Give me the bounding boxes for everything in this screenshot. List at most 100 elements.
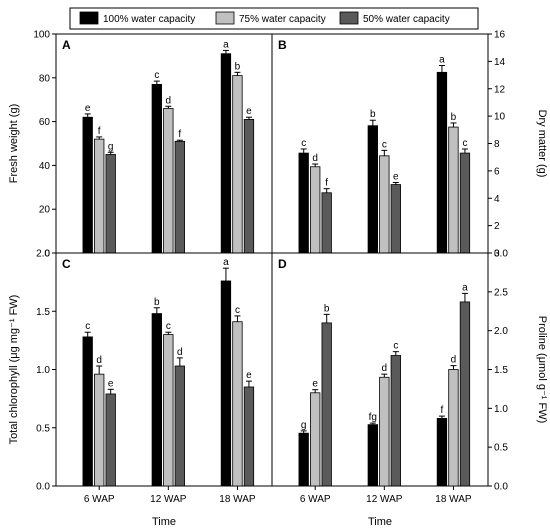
y-tick-label: 8 [494, 139, 500, 150]
legend-swatch [79, 11, 99, 25]
y-tick-label: 3.0 [494, 249, 508, 260]
y-axis-label: Proline (μmol g⁻¹ FW) [536, 316, 548, 424]
bar [220, 53, 232, 254]
bar [310, 392, 321, 487]
x-tick-label: 12 WAP [150, 494, 187, 505]
y-tick-label: 2.5 [494, 287, 508, 298]
y-tick-label: 0 [44, 249, 50, 260]
bar [220, 280, 232, 487]
bar [321, 192, 332, 254]
legend-entry: 75% water capacity [215, 11, 326, 25]
significance-letter: e [393, 172, 399, 183]
legend: 100% water capacity 75% water capacity 50%… [69, 7, 479, 30]
y-tick-label: 2 [494, 221, 500, 232]
y-tick-label: 16 [494, 30, 506, 41]
bar [243, 386, 255, 487]
significance-letter: b [154, 297, 160, 308]
y-tick-label: 1.0 [494, 404, 508, 415]
significance-letter: b [370, 109, 376, 120]
bar [232, 321, 243, 487]
panel-letter: A [62, 38, 71, 52]
significance-letter: e [246, 370, 252, 381]
panel-D: D 0.0 0.5 1.0 1.5 2.0 2.5 3.0 Proline (μmol g⁻¹ … [271, 249, 548, 528]
significance-letter: c [393, 341, 398, 352]
bar [94, 138, 105, 254]
significance-letter: e [108, 378, 114, 389]
y-tick-label: 100 [33, 30, 50, 41]
significance-letter: c [85, 321, 90, 332]
y-axis-label: Dry matter (g) [536, 110, 548, 178]
significance-letter: b [451, 112, 457, 123]
significance-letter: b [235, 61, 241, 72]
significance-letter: d [96, 355, 102, 366]
legend-entry: 50% water capacity [339, 11, 450, 25]
x-tick-label: 18 WAP [435, 494, 472, 505]
significance-letter: a [223, 39, 229, 50]
significance-letter: a [439, 54, 445, 65]
significance-letter: c [382, 139, 387, 150]
x-axis-label: Time [368, 516, 392, 528]
y-tick-label: 4 [494, 194, 500, 205]
bar [174, 365, 185, 487]
y-tick-label: 20 [39, 205, 51, 216]
bar [82, 116, 93, 254]
y-axis-label: Fresh weight (g) [8, 104, 20, 183]
y-tick-label: 6 [494, 166, 500, 177]
significance-letter: c [235, 305, 240, 316]
y-tick-label: 0 [494, 249, 500, 260]
legend-frame [69, 7, 479, 30]
significance-letter: e [312, 379, 318, 390]
y-tick-label: 0.5 [36, 423, 50, 434]
significance-letter: e [246, 106, 252, 117]
y-tick-label: 0.5 [494, 443, 508, 454]
significance-letter: f [441, 405, 444, 416]
bar [151, 313, 162, 487]
bar [82, 336, 93, 487]
panel-letter: D [278, 257, 287, 271]
x-tick-label: 12 WAP [366, 494, 403, 505]
x-tick-label: 6 WAP [84, 494, 115, 505]
y-tick-label: 80 [39, 73, 51, 84]
bar [367, 424, 378, 487]
bar [379, 155, 390, 254]
significance-letter: g [108, 141, 114, 152]
significance-letter: d [177, 347, 183, 358]
y-tick-label: 60 [39, 117, 51, 128]
significance-letter: fg [369, 412, 377, 423]
bar [243, 119, 255, 254]
y-axis-label: Total chlorophyll (μg mg⁻¹ FW) [8, 295, 20, 445]
significance-letter: f [98, 126, 101, 137]
panel-letter: B [278, 38, 287, 52]
y-tick-label: 1.5 [36, 307, 50, 318]
significance-letter: c [301, 138, 306, 149]
bar [163, 108, 174, 254]
bar [436, 71, 448, 254]
significance-letter: g [301, 420, 307, 431]
significance-letter: b [324, 303, 330, 314]
bar [232, 75, 243, 254]
bar [448, 369, 459, 487]
panel-letter: C [62, 257, 71, 271]
legend-label: 50% water capacity [363, 14, 450, 25]
y-tick-label: 2.0 [36, 249, 50, 260]
bar [94, 373, 105, 487]
significance-letter: f [178, 129, 181, 140]
bar [390, 355, 401, 487]
bar [310, 166, 321, 254]
bar [105, 393, 116, 487]
significance-letter: c [154, 70, 159, 81]
x-tick-label: 6 WAP [300, 494, 331, 505]
significance-letter: a [462, 282, 468, 293]
legend-swatch [215, 11, 235, 25]
significance-letter: d [451, 355, 457, 366]
bar [459, 301, 471, 487]
bar [163, 334, 174, 487]
significance-letter: f [325, 178, 328, 189]
y-tick-label: 0.0 [36, 482, 50, 493]
bar [105, 154, 116, 254]
y-tick-label: 10 [494, 112, 506, 123]
